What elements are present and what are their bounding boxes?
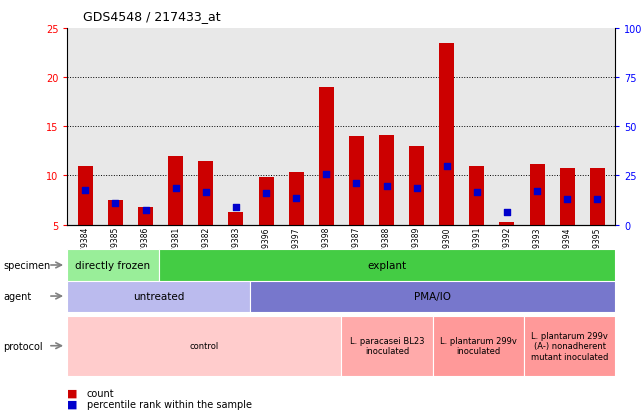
Text: untreated: untreated xyxy=(133,291,185,301)
Text: ■: ■ xyxy=(67,399,78,409)
Bar xyxy=(67,281,250,312)
Point xyxy=(562,196,572,203)
Bar xyxy=(342,316,433,376)
Bar xyxy=(138,207,153,225)
Bar xyxy=(228,212,244,225)
Bar xyxy=(524,316,615,376)
Point xyxy=(261,190,271,197)
Bar xyxy=(469,166,485,225)
Point xyxy=(532,188,542,195)
Bar xyxy=(529,164,545,225)
Point xyxy=(321,171,331,178)
Bar xyxy=(349,137,364,225)
Bar xyxy=(258,178,274,225)
Text: ■: ■ xyxy=(67,388,78,398)
Bar xyxy=(250,281,615,312)
Point xyxy=(412,185,422,192)
Point xyxy=(231,204,241,211)
Bar xyxy=(108,201,123,225)
Bar xyxy=(78,166,93,225)
Bar xyxy=(198,161,213,225)
Bar xyxy=(560,168,575,225)
Bar xyxy=(409,147,424,225)
Text: count: count xyxy=(87,388,114,398)
Point xyxy=(472,190,482,196)
Point xyxy=(592,196,603,203)
Point xyxy=(140,207,151,214)
Text: directly frozen: directly frozen xyxy=(76,260,151,271)
Bar xyxy=(67,316,342,376)
Bar xyxy=(168,157,183,225)
Text: protocol: protocol xyxy=(3,341,43,351)
Text: L. paracasei BL23
inoculated: L. paracasei BL23 inoculated xyxy=(350,336,424,356)
Point xyxy=(201,190,211,196)
Bar xyxy=(67,250,158,281)
Text: control: control xyxy=(190,342,219,350)
Bar xyxy=(499,222,515,225)
Text: GDS4548 / 217433_at: GDS4548 / 217433_at xyxy=(83,10,221,23)
Bar xyxy=(288,172,304,225)
Text: specimen: specimen xyxy=(3,260,51,271)
Point xyxy=(351,180,362,187)
Point xyxy=(502,209,512,216)
Point xyxy=(80,188,90,194)
Bar xyxy=(439,44,454,225)
Point xyxy=(171,185,181,192)
Text: agent: agent xyxy=(3,291,31,301)
Point xyxy=(110,200,121,207)
Point xyxy=(381,183,392,190)
Text: explant: explant xyxy=(367,260,406,271)
Bar xyxy=(319,88,334,225)
Point xyxy=(291,195,301,202)
Bar xyxy=(379,136,394,225)
Text: L. plantarum 299v
inoculated: L. plantarum 299v inoculated xyxy=(440,336,517,356)
Text: PMA/IO: PMA/IO xyxy=(414,291,451,301)
Text: L. plantarum 299v
(A-) nonadherent
mutant inoculated: L. plantarum 299v (A-) nonadherent mutan… xyxy=(531,331,608,361)
Point xyxy=(442,163,452,170)
Bar xyxy=(158,250,615,281)
Bar xyxy=(590,168,605,225)
Text: percentile rank within the sample: percentile rank within the sample xyxy=(87,399,251,409)
Bar xyxy=(433,316,524,376)
